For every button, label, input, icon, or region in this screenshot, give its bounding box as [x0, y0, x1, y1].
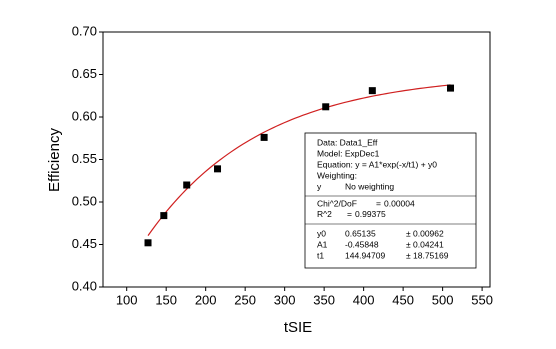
- data-point: [447, 84, 455, 92]
- param-error: 18.75169: [413, 250, 449, 260]
- y-tick-label: 0.60: [72, 108, 97, 123]
- param-pm: ±: [406, 250, 411, 260]
- x-tick-label: 300: [274, 292, 296, 307]
- y-axis-label: Efficiency: [46, 128, 63, 192]
- param-pm: ±: [406, 239, 411, 249]
- x-tick-label: 150: [155, 292, 177, 307]
- fit-stat-sign: =: [376, 198, 381, 208]
- param-error: 0.00962: [413, 228, 444, 238]
- param-name: y0: [317, 228, 326, 238]
- data-point: [322, 103, 330, 111]
- y-tick-label: 0.50: [72, 193, 97, 208]
- x-tick-label: 200: [195, 292, 217, 307]
- y-tick-label: 0.55: [72, 151, 97, 166]
- x-tick-label: 400: [353, 292, 375, 307]
- x-tick-label: 250: [234, 292, 256, 307]
- data-point: [144, 239, 152, 247]
- fit-stat-sign: =: [347, 209, 352, 219]
- y-tick-label: 0.70: [72, 23, 97, 38]
- fit-info: No weighting: [345, 181, 394, 191]
- fit-info: Model: ExpDec1: [317, 148, 380, 158]
- fit-stat-label: Chi^2/DoF: [317, 198, 357, 208]
- y-tick-label: 0.45: [72, 236, 97, 251]
- fit-stat-value: 0.00004: [384, 198, 415, 208]
- x-tick-label: 450: [392, 292, 414, 307]
- param-value: -0.45848: [345, 239, 379, 249]
- fit-box: [304, 132, 477, 269]
- fit-info: y: [317, 181, 322, 191]
- x-tick-label: 550: [471, 292, 493, 307]
- x-tick-label: 100: [116, 292, 138, 307]
- x-tick-label: 350: [313, 292, 335, 307]
- param-value: 144.94709: [345, 250, 385, 260]
- fit-stat-value: 0.99375: [355, 209, 386, 219]
- param-value: 0.65135: [345, 228, 376, 238]
- param-error: 0.04241: [413, 239, 444, 249]
- y-tick-label: 0.40: [72, 278, 97, 293]
- param-name: A1: [317, 239, 328, 249]
- fit-info: Data: Data1_Eff: [317, 137, 378, 147]
- data-point: [260, 133, 268, 141]
- x-tick-label: 500: [432, 292, 454, 307]
- x-axis-label: tSIE: [284, 319, 312, 336]
- param-name: t1: [317, 250, 324, 260]
- fit-info: Weighting:: [317, 170, 357, 180]
- fit-info: Equation: y = A1*exp(-x/t1) + y0: [317, 159, 437, 169]
- data-point: [183, 181, 191, 189]
- data-point: [368, 87, 376, 95]
- fit-stat-label: R^2: [317, 209, 332, 219]
- y-tick-label: 0.65: [72, 66, 97, 81]
- data-point: [214, 165, 222, 173]
- data-point: [160, 212, 168, 220]
- param-pm: ±: [406, 228, 411, 238]
- fit-curve: [147, 84, 451, 236]
